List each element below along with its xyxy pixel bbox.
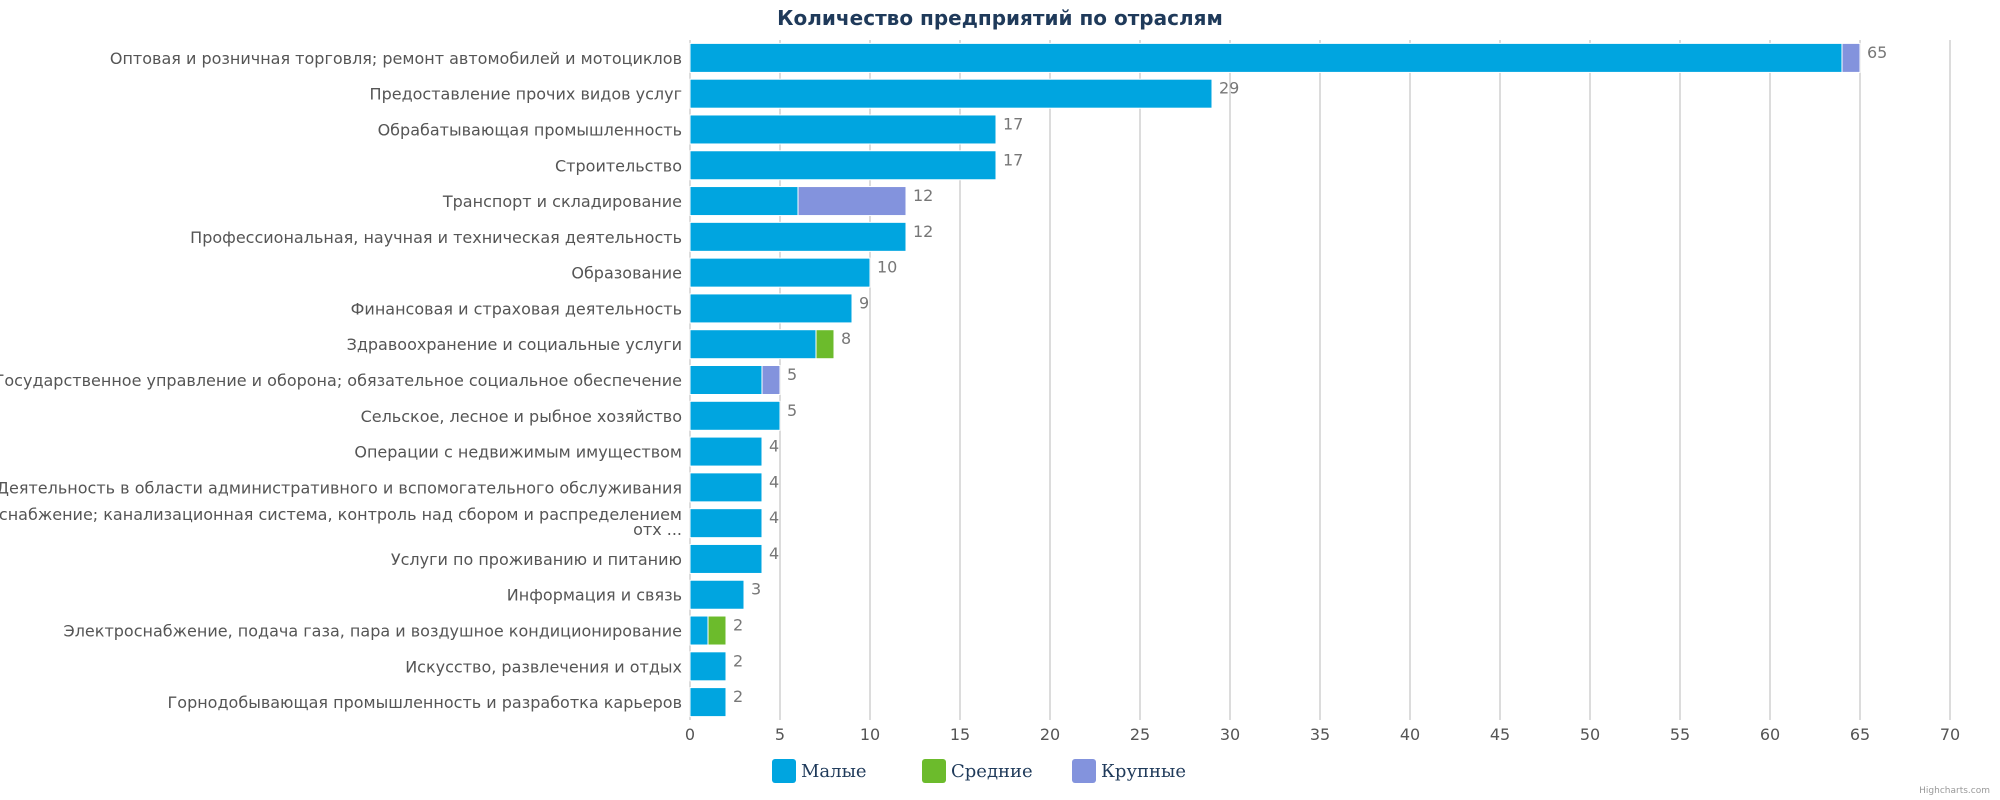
bar-segment-small[interactable] [689, 615, 709, 646]
bar-segment-large[interactable] [761, 365, 781, 395]
legend-item-small[interactable]: Малые [772, 759, 867, 783]
bars [689, 42, 1861, 718]
data-label: 17 [1003, 114, 1023, 133]
bar-segment-small[interactable] [689, 400, 781, 431]
x-tick-label: 40 [1400, 725, 1420, 744]
bar-segment-small[interactable] [689, 436, 763, 467]
data-label: 17 [1003, 150, 1023, 169]
chart-title: Количество предприятий по отраслям [777, 6, 1223, 30]
bar-segment-small[interactable] [689, 186, 799, 217]
bar-segment-medium[interactable] [815, 329, 835, 360]
category-label: Водоснабжение; канализационная система, … [0, 505, 682, 539]
data-label: 5 [787, 401, 797, 420]
data-label: 10 [877, 258, 897, 277]
bar-segment-small[interactable] [689, 114, 997, 145]
x-tick-label: 55 [1670, 725, 1690, 744]
legend-item-medium[interactable]: Средние [922, 759, 1033, 783]
legend: Малые Средние Крупные [772, 759, 1186, 783]
data-label: 9 [859, 293, 869, 312]
data-label: 65 [1867, 43, 1887, 62]
x-axis-ticks: 0 5 10 15 20 25 30 35 40 45 50 55 60 65 70 [685, 725, 1960, 744]
legend-label: Малые [801, 761, 867, 782]
x-tick-label: 10 [860, 725, 880, 744]
category-label: Строительство [555, 156, 682, 175]
bar-segment-small[interactable] [689, 472, 763, 503]
category-label: Информация и связь [507, 586, 682, 605]
x-tick-label: 15 [950, 725, 970, 744]
category-label: Операции с недвижимым имуществом [354, 443, 682, 462]
data-label: 2 [733, 616, 743, 635]
legend-item-large[interactable]: Крупные [1072, 759, 1186, 783]
credits[interactable]: Highcharts.com [1919, 786, 1990, 796]
bar-segment-large[interactable] [1841, 42, 1861, 73]
bar-segment-small[interactable] [689, 257, 871, 288]
x-tick-label: 5 [775, 725, 785, 744]
bar-segment-small[interactable] [689, 221, 907, 252]
bar-segment-small[interactable] [689, 579, 745, 610]
legend-swatch [1072, 759, 1096, 783]
x-tick-label: 20 [1040, 725, 1060, 744]
category-label: Оптовая и розничная торговля; ремонт авт… [110, 49, 682, 68]
data-label: 4 [769, 544, 779, 563]
category-label: Обрабатывающая промышленность [378, 120, 682, 139]
bar-segment-small[interactable] [689, 543, 763, 574]
data-label: 3 [751, 580, 761, 599]
data-label: 12 [913, 222, 933, 241]
legend-swatch [922, 759, 946, 783]
bar-segment-small[interactable] [689, 329, 817, 360]
category-label: Деятельность в области административного… [0, 478, 682, 497]
category-label: Услуги по проживанию и питанию [391, 550, 682, 569]
data-label: 8 [841, 329, 851, 348]
data-label: 4 [769, 437, 779, 456]
category-label: Здравоохранение и социальные услуги [347, 335, 682, 354]
category-labels: Оптовая и розничная торговля; ремонт авт… [0, 49, 682, 712]
x-tick-label: 65 [1850, 725, 1870, 744]
bar-segment-small[interactable] [689, 293, 853, 324]
bar-segment-small[interactable] [689, 365, 763, 395]
data-label: 5 [787, 365, 797, 384]
x-tick-label: 50 [1580, 725, 1600, 744]
category-label: Искусство, развлечения и отдых [405, 657, 682, 676]
data-label: 12 [913, 186, 933, 205]
data-label: 4 [769, 508, 779, 527]
category-label: Электроснабжение, подача газа, пара и во… [64, 622, 682, 641]
category-label: Профессиональная, научная и техническая … [190, 228, 682, 247]
category-label: Транспорт и складирование [442, 192, 682, 211]
gridlines [689, 40, 1951, 720]
legend-label: Крупные [1101, 761, 1186, 782]
category-label: Горнодобывающая промышленность и разрабо… [168, 693, 682, 712]
x-tick-label: 25 [1130, 725, 1150, 744]
x-tick-label: 30 [1220, 725, 1240, 744]
bar-segment-small[interactable] [689, 687, 727, 718]
bar-segment-large[interactable] [797, 186, 907, 217]
x-tick-label: 35 [1310, 725, 1330, 744]
x-tick-label: 0 [685, 725, 695, 744]
category-label: Сельское, лесное и рыбное хозяйство [361, 407, 682, 426]
legend-label: Средние [951, 761, 1033, 782]
bar-segment-small[interactable] [689, 150, 997, 181]
data-label: 4 [769, 472, 779, 491]
legend-swatch [772, 759, 796, 783]
category-label: Образование [571, 264, 682, 283]
data-label: 29 [1219, 79, 1239, 98]
x-tick-label: 45 [1490, 725, 1510, 744]
bar-segment-small[interactable] [689, 42, 1843, 73]
category-label: Финансовая и страховая деятельность [351, 299, 682, 318]
bar-segment-medium[interactable] [707, 615, 727, 646]
x-tick-label: 60 [1760, 725, 1780, 744]
bar-segment-small[interactable] [689, 508, 763, 539]
x-tick-label: 70 [1940, 725, 1960, 744]
category-label: Государственное управление и оборона; об… [0, 371, 682, 390]
bar-segment-small[interactable] [689, 78, 1213, 109]
data-label: 2 [733, 687, 743, 706]
bar-segment-small[interactable] [689, 651, 727, 682]
data-label: 2 [733, 651, 743, 670]
category-label: Предоставление прочих видов услуг [370, 85, 682, 104]
